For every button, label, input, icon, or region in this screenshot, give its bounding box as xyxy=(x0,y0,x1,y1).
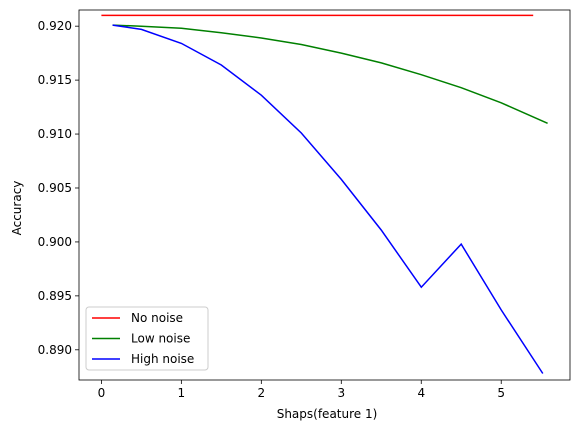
x-tick-label: 2 xyxy=(258,386,266,400)
y-tick-label: 0.920 xyxy=(38,19,72,33)
legend-label: Low noise xyxy=(131,332,190,346)
x-tick-label: 5 xyxy=(497,386,505,400)
x-tick-label: 3 xyxy=(337,386,345,400)
x-tick-label: 1 xyxy=(178,386,186,400)
y-tick-label: 0.900 xyxy=(38,235,72,249)
legend-box xyxy=(85,306,209,371)
legend-label: No noise xyxy=(131,311,183,325)
x-tick-label: 0 xyxy=(98,386,106,400)
y-tick-label: 0.910 xyxy=(38,127,72,141)
y-tick-label: 0.895 xyxy=(38,289,72,303)
x-tick-label: 4 xyxy=(417,386,425,400)
series-line-high-noise xyxy=(112,24,544,374)
plot-area xyxy=(101,14,548,374)
legend: No noise Low noise High noise xyxy=(85,306,209,371)
y-axis-label: Accuracy xyxy=(10,181,24,236)
axes-frame xyxy=(78,9,571,381)
axes: 0 1 2 3 4 5 0.890 0.895 0.900 0.905 0.910 0.915 0.92… xyxy=(38,9,571,400)
series-line-low-noise xyxy=(112,24,548,124)
y-tick-label: 0.905 xyxy=(38,181,72,195)
y-tick-label: 0.915 xyxy=(38,73,72,87)
y-tick-label: 0.890 xyxy=(38,343,72,357)
x-axis-label: Shaps(feature 1) xyxy=(277,407,378,421)
legend-label: High noise xyxy=(131,352,194,366)
